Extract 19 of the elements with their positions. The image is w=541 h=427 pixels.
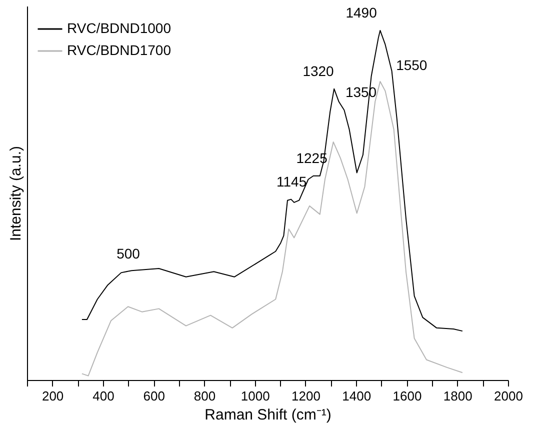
x-axis-title: Raman Shift (cm⁻¹) bbox=[204, 406, 332, 424]
x-tick-label: 1200 bbox=[292, 388, 320, 404]
x-tick-label: 1000 bbox=[240, 388, 270, 404]
annotation: 500 bbox=[116, 246, 140, 262]
x-tick-label: 400 bbox=[92, 388, 114, 404]
x-tick-label: 800 bbox=[194, 388, 216, 404]
x-tick-label: 1400 bbox=[342, 388, 372, 404]
x-tick-label: 200 bbox=[42, 388, 64, 404]
x-tick-label: 600 bbox=[143, 388, 165, 404]
y-axis-title: Intensity (a.u.) bbox=[8, 146, 24, 242]
legend-label: RVC/BDND1000 bbox=[67, 20, 172, 36]
legend-label: RVC/BDND1700 bbox=[67, 42, 172, 58]
x-tick-label: 1800 bbox=[443, 388, 472, 404]
annotation: 1550 bbox=[396, 56, 428, 73]
annotation: 1320 bbox=[302, 62, 334, 79]
annotation: 1145 bbox=[276, 173, 307, 190]
x-tick-label: 2000 bbox=[494, 388, 523, 404]
annotation: 1490 bbox=[346, 4, 378, 20]
x-tick-label: 1600 bbox=[392, 388, 422, 404]
